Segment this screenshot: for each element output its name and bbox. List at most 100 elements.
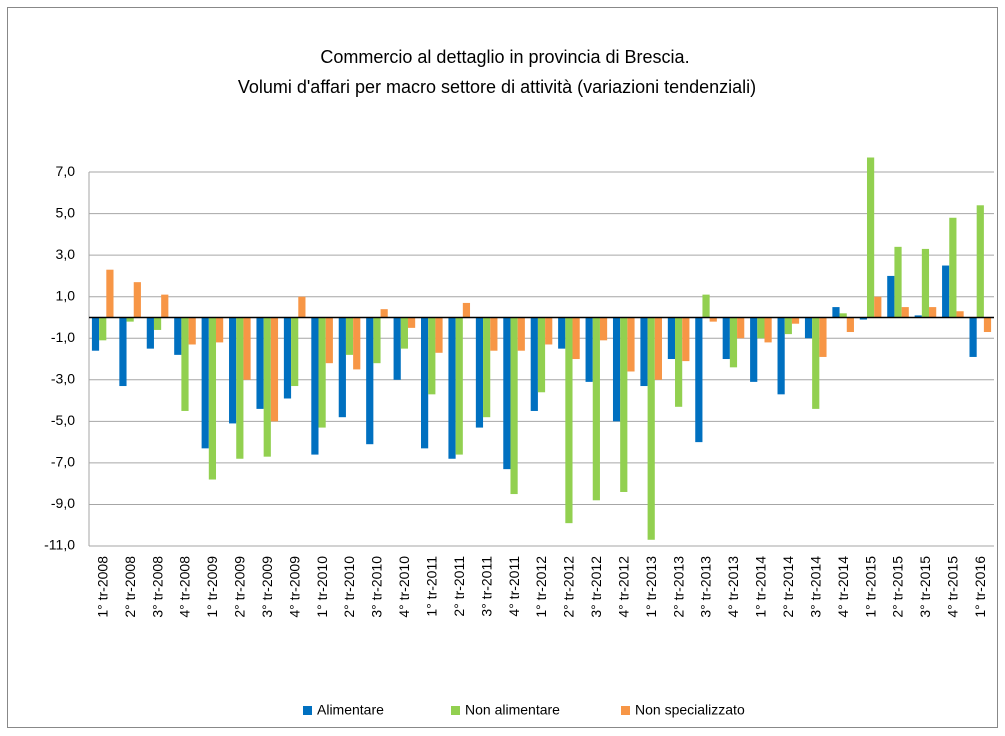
- bar: [407, 317, 416, 328]
- bar: [565, 317, 573, 524]
- bar: [695, 317, 703, 443]
- y-tick-label: -3,0: [51, 371, 75, 387]
- bar: [702, 294, 710, 318]
- bar: [812, 317, 820, 409]
- x-tick-label: 3° tr-2010: [369, 556, 385, 618]
- bar: [283, 317, 292, 399]
- bar: [366, 317, 374, 445]
- y-tick-label: 1,0: [56, 287, 76, 303]
- bar: [153, 317, 162, 330]
- bar: [161, 294, 169, 318]
- bar: [819, 317, 827, 357]
- bar: [804, 317, 813, 339]
- bar: [490, 317, 498, 351]
- bar: [592, 317, 600, 501]
- bar: [682, 317, 690, 362]
- x-tick-label: 1° tr-2012: [533, 556, 549, 618]
- bar: [99, 317, 107, 341]
- bar: [380, 309, 388, 318]
- bar: [373, 317, 381, 364]
- x-tick-label: 1° tr-2011: [424, 556, 440, 617]
- y-tick-label: -5,0: [51, 412, 75, 428]
- bar: [537, 317, 546, 393]
- y-tick-label: 7,0: [56, 163, 76, 179]
- bar: [517, 317, 525, 351]
- bar: [345, 317, 354, 355]
- bar: [709, 317, 717, 322]
- bar: [91, 317, 100, 351]
- x-tick-label: 1° tr-2016: [972, 556, 988, 618]
- bar: [640, 317, 648, 387]
- bar: [291, 317, 299, 387]
- bar: [942, 265, 950, 318]
- bar: [353, 317, 361, 370]
- bar: [216, 317, 224, 343]
- bar: [119, 317, 127, 387]
- bar: [757, 317, 765, 339]
- bar: [921, 248, 930, 318]
- bar: [647, 317, 655, 540]
- bar: [126, 317, 134, 322]
- y-tick-label: 3,0: [56, 246, 76, 262]
- bar: [585, 317, 593, 382]
- bar: [627, 317, 635, 372]
- y-tick-label: 5,0: [56, 204, 76, 220]
- bar: [146, 317, 154, 349]
- x-tick-label: 2° tr-2014: [780, 556, 796, 618]
- bar: [729, 317, 738, 368]
- chart-title: Commercio al dettaglio in provincia di B…: [320, 47, 689, 67]
- bar: [914, 315, 922, 318]
- bar: [229, 317, 237, 424]
- bar: [462, 302, 471, 318]
- bar: [894, 246, 902, 318]
- legend-label: Non specializzato: [635, 702, 745, 718]
- bar: [675, 317, 683, 407]
- bar: [956, 311, 964, 318]
- bar: [983, 317, 992, 333]
- x-tick-label: 1° tr-2010: [314, 556, 330, 618]
- bar: [400, 317, 408, 349]
- bar: [393, 317, 401, 380]
- x-tick-label: 2° tr-2012: [561, 556, 577, 618]
- y-tick-label: -11,0: [44, 537, 75, 553]
- x-tick-label: 1° tr-2008: [94, 556, 110, 618]
- bar: [545, 317, 553, 345]
- bar: [887, 275, 895, 318]
- x-tick-label: 1° tr-2014: [753, 556, 769, 618]
- bar: [654, 317, 662, 380]
- bar: [510, 317, 518, 495]
- x-tick-label: 1° tr-2015: [862, 556, 878, 618]
- bar: [448, 317, 456, 459]
- bar: [421, 317, 429, 449]
- bar: [181, 317, 189, 411]
- bar: [201, 317, 209, 449]
- x-tick-label: 4° tr-2010: [396, 556, 412, 618]
- x-tick-label: 2° tr-2013: [670, 556, 686, 618]
- bar: [503, 317, 511, 470]
- bar: [722, 317, 730, 360]
- x-tick-label: 2° tr-2008: [122, 556, 138, 618]
- bar: [530, 317, 538, 411]
- x-tick-label: 3° tr-2012: [588, 556, 604, 618]
- y-tick-label: -9,0: [51, 495, 75, 511]
- bar: [667, 317, 676, 360]
- x-tick-label: 3° tr-2015: [917, 556, 933, 618]
- x-tick-label: 3° tr-2013: [698, 556, 714, 618]
- bar: [475, 317, 484, 428]
- bar: [901, 307, 909, 318]
- bar: [483, 317, 491, 418]
- bar: [929, 307, 937, 318]
- bar: [764, 317, 772, 343]
- legend-swatch: [451, 706, 460, 715]
- bar: [846, 317, 854, 333]
- bar: [208, 317, 217, 480]
- bar: [620, 317, 628, 492]
- y-tick-label: -1,0: [51, 329, 75, 345]
- bar: [784, 317, 792, 335]
- bar: [791, 317, 800, 324]
- bar: [737, 317, 745, 339]
- bar: [612, 317, 621, 422]
- bar: [976, 205, 984, 318]
- bar: [270, 317, 279, 422]
